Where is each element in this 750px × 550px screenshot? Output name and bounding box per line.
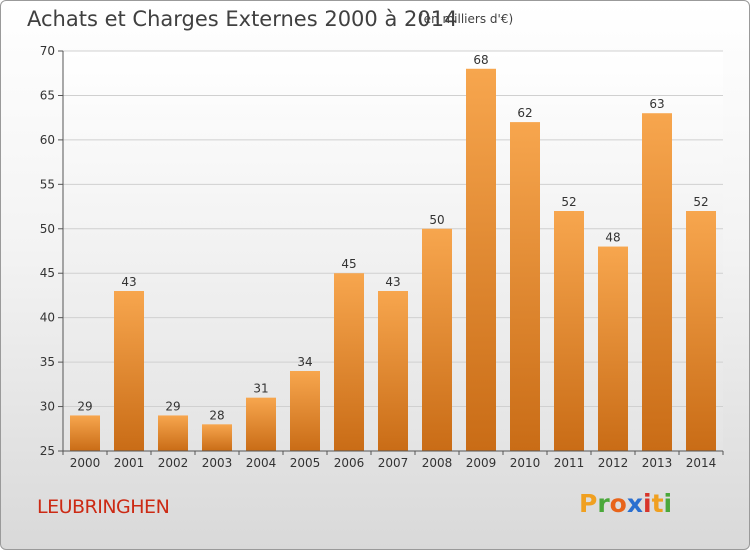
x-tick-label: 2000 [70,456,101,470]
bar [686,211,716,451]
value-label: 31 [253,382,268,396]
chart-subtitle: (en milliers d'€) [419,12,514,26]
value-label: 29 [77,399,92,413]
x-tick-label: 2009 [466,456,497,470]
logo-letter: P [579,489,598,518]
value-label: 50 [429,213,444,227]
y-tick-label: 55 [40,177,55,191]
logo-letter: x [626,489,643,518]
bar [114,291,144,451]
y-tick-label: 30 [40,400,55,414]
x-tick-label: 2007 [378,456,409,470]
bar [598,246,628,451]
commune-name: LEUBRINGHEN [37,496,170,518]
y-tick-label: 35 [40,355,55,369]
bar [70,415,100,451]
value-label: 43 [121,275,136,289]
y-tick-label: 65 [40,88,55,102]
x-tick-label: 2014 [686,456,717,470]
value-label: 62 [517,106,532,120]
x-tick-label: 2005 [290,456,321,470]
value-label: 43 [385,275,400,289]
bar [334,273,364,451]
bar [422,228,452,451]
bar [642,113,672,451]
y-tick-label: 50 [40,222,55,236]
logo-letter: r [597,489,610,518]
value-label: 45 [341,257,356,271]
value-label: 63 [649,97,664,111]
bar [158,415,188,451]
logo-letter: i [663,489,673,518]
logo-letter: t [651,489,664,518]
x-tick-label: 2008 [422,456,453,470]
x-tick-label: 2003 [202,456,233,470]
value-label: 28 [209,408,224,422]
value-label: 29 [165,399,180,413]
x-tick-label: 2011 [554,456,585,470]
bar [378,291,408,451]
proxiti-logo[interactable]: Proxiti [579,489,672,518]
x-tick-label: 2013 [642,456,673,470]
value-label: 52 [561,195,576,209]
y-tick-label: 45 [40,266,55,280]
y-tick-label: 70 [40,44,55,58]
bar [246,397,276,451]
bar [202,424,232,451]
logo-letter: o [609,489,627,518]
bar [290,371,320,451]
x-tick-label: 2002 [158,456,189,470]
x-tick-label: 2006 [334,456,365,470]
x-tick-label: 2012 [598,456,629,470]
value-label: 52 [693,195,708,209]
bar [510,122,540,451]
y-tick-label: 60 [40,133,55,147]
chart-title: Achats et Charges Externes 2000 à 2014 [27,7,458,31]
y-tick-label: 25 [40,444,55,458]
x-tick-label: 2004 [246,456,277,470]
value-label: 34 [297,355,312,369]
logo-letter: i [643,489,652,518]
value-label: 68 [473,53,488,67]
bar [466,68,496,452]
x-tick-label: 2001 [114,456,145,470]
y-tick-label: 40 [40,311,55,325]
bar [554,211,584,451]
value-label: 48 [605,231,620,245]
x-tick-label: 2010 [510,456,541,470]
